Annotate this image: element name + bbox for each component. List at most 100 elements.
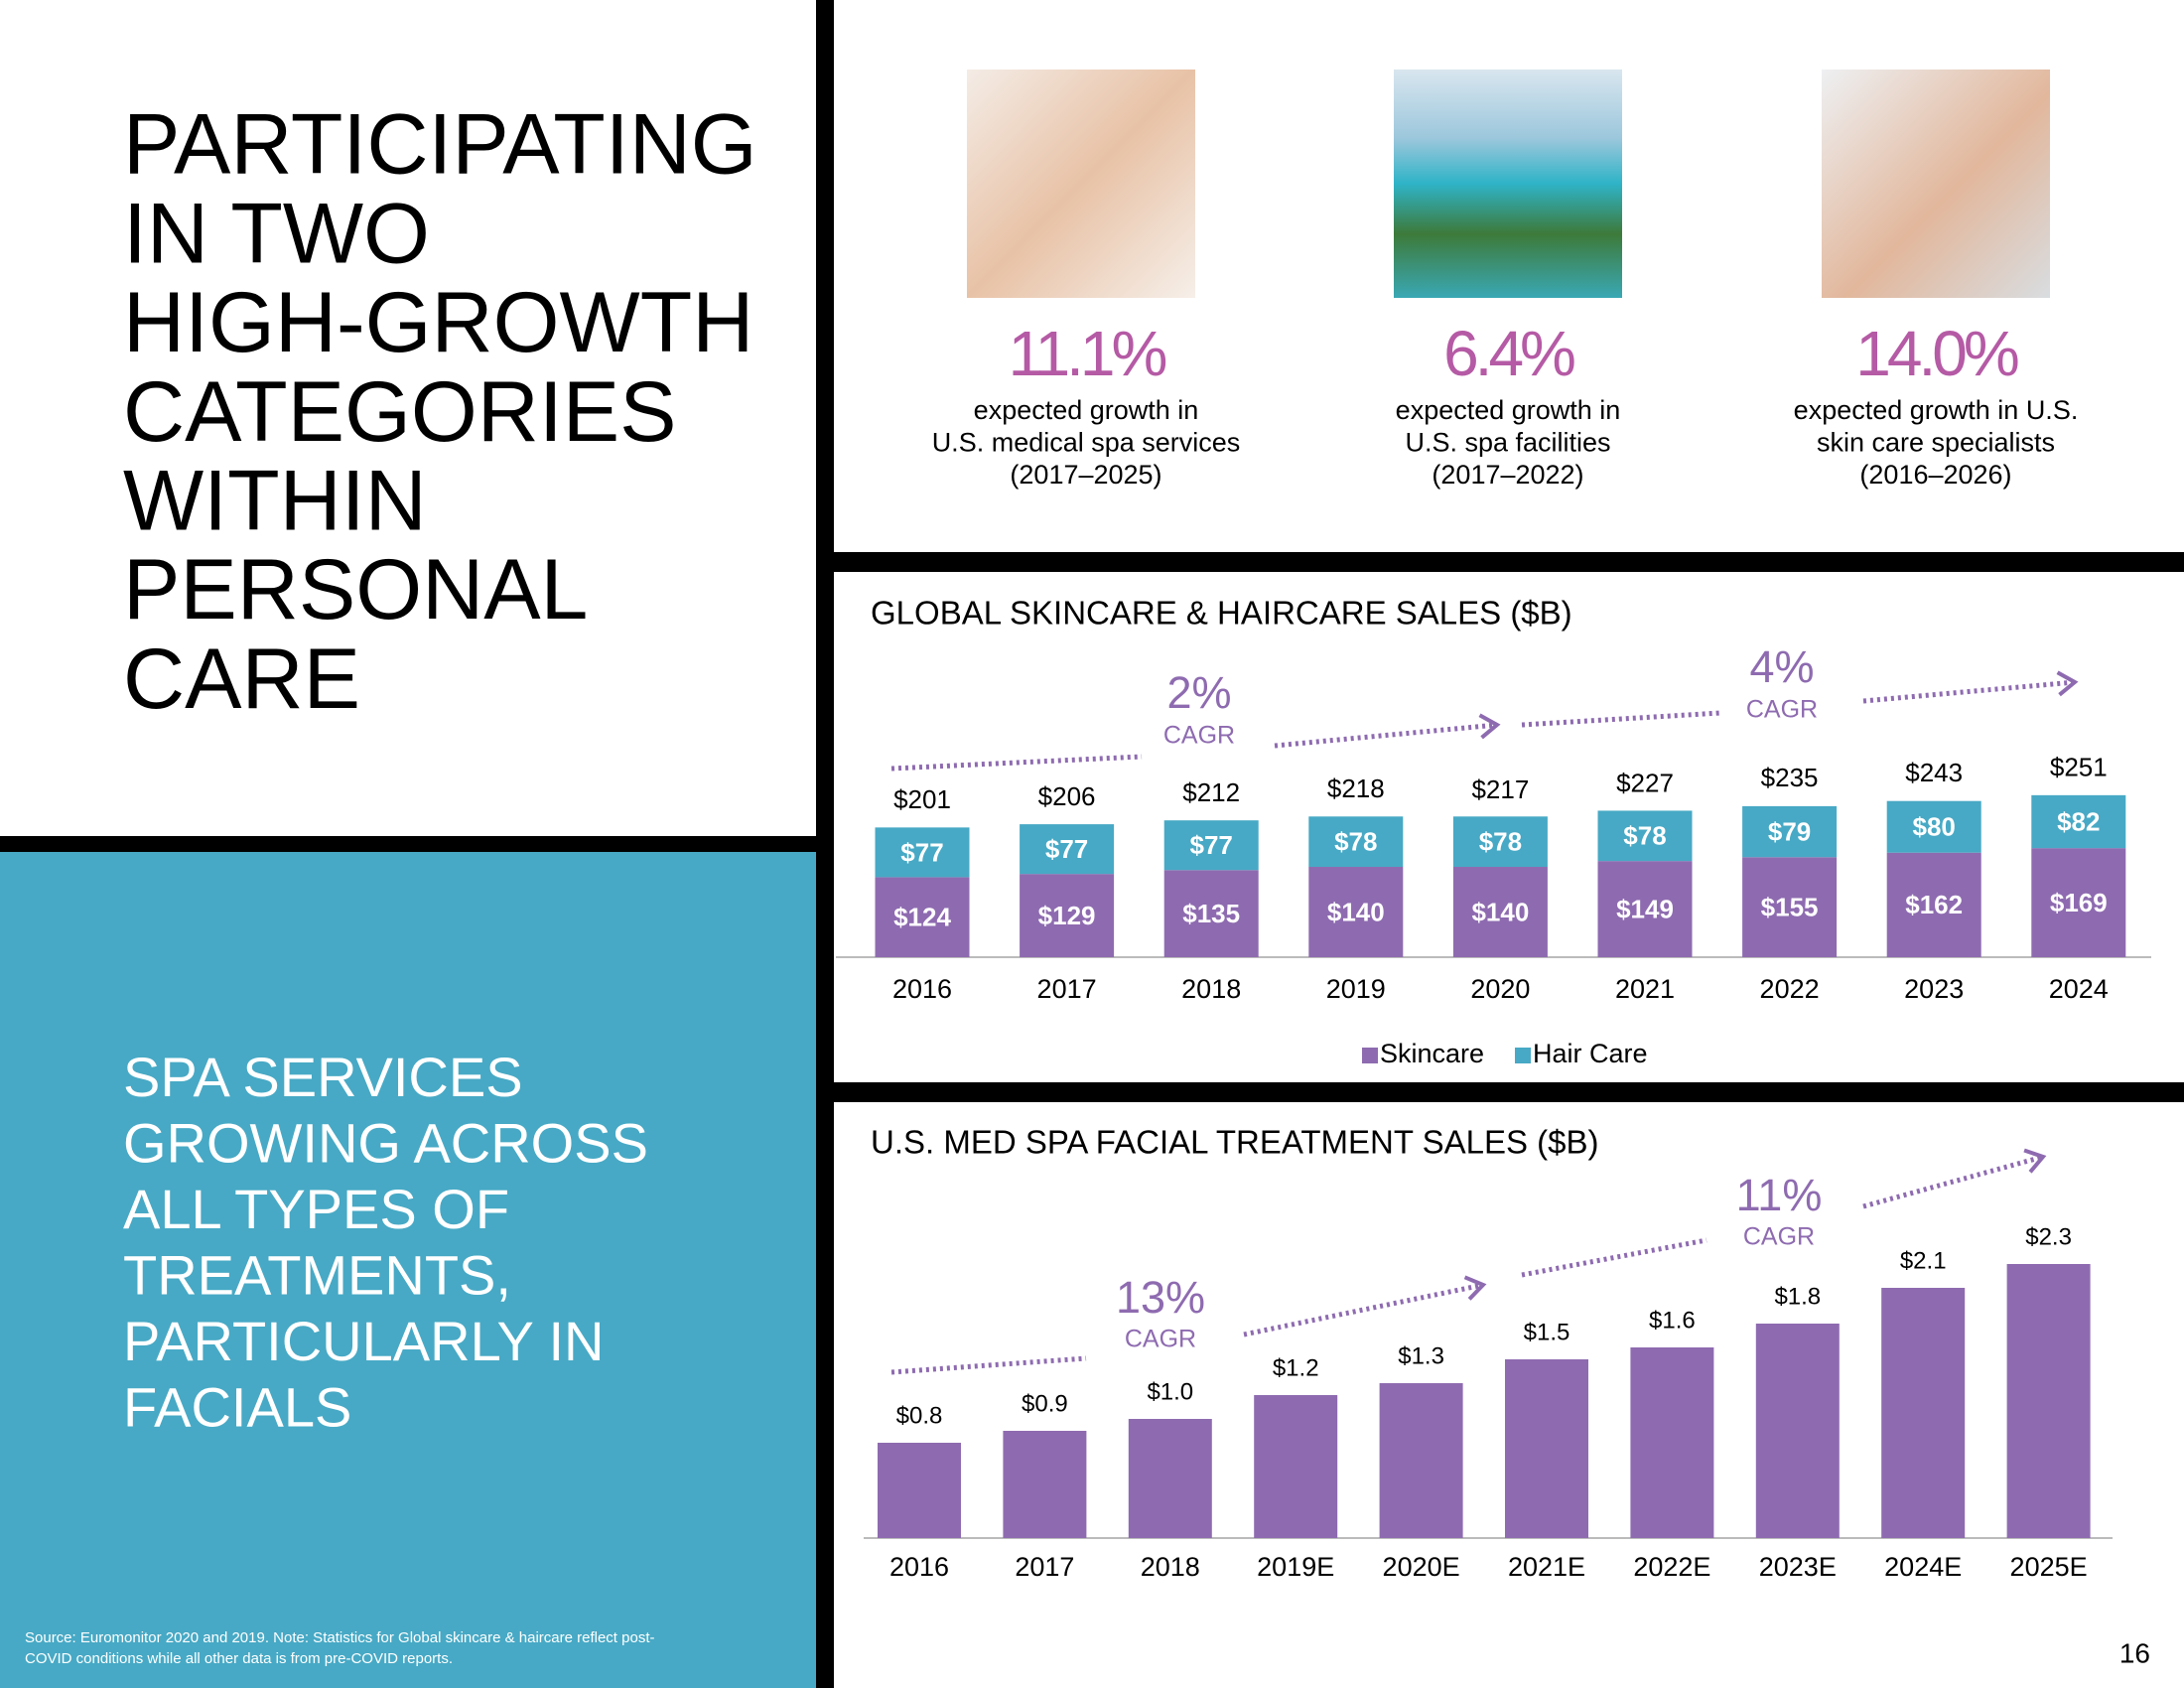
value-label: $2.1 xyxy=(1900,1247,1947,1274)
photo xyxy=(967,70,1195,298)
value-label: $77 xyxy=(1190,830,1233,860)
arrow-head xyxy=(2056,670,2079,697)
title-line: CARE xyxy=(123,632,360,727)
x-tick-label: 2016 xyxy=(892,974,952,1004)
trend-arrow xyxy=(1862,679,2076,704)
bar-segment xyxy=(1452,867,1548,957)
page-number: 16 xyxy=(2119,1637,2150,1668)
stat-description: expected growth in U.S. xyxy=(1794,395,2079,425)
bar-segment xyxy=(1020,874,1115,957)
bar-segment xyxy=(2031,794,2126,849)
title-line: HIGH-GROWTH xyxy=(123,275,753,370)
bar xyxy=(1003,1431,1087,1538)
total-label: $218 xyxy=(1327,774,1385,803)
title-line: CATEGORIES xyxy=(123,364,677,460)
value-label: $169 xyxy=(2050,888,2108,917)
stat-value: 14.0% xyxy=(1855,318,2018,389)
title-line: IN TWO xyxy=(123,186,430,281)
legend-label: Hair Care xyxy=(1533,1039,1648,1068)
divider xyxy=(834,552,2184,572)
bar xyxy=(1505,1359,1588,1538)
trend-arrow xyxy=(1243,1282,1484,1337)
value-label: $140 xyxy=(1471,897,1529,926)
bar-segment xyxy=(1020,824,1115,875)
value-label: $1.2 xyxy=(1273,1354,1319,1381)
x-tick-label: 2024 xyxy=(2049,974,2109,1004)
cagr-value: 4% xyxy=(1749,641,1814,692)
subtitle-line: SPA SERVICES xyxy=(123,1046,523,1108)
x-tick-label: 2022E xyxy=(1633,1552,1710,1582)
cagr-label: CAGR xyxy=(1125,1326,1196,1353)
total-label: $243 xyxy=(1905,758,1963,787)
stat-description: U.S. spa facilities xyxy=(1405,428,1610,458)
total-label: $217 xyxy=(1471,774,1529,804)
value-label: $155 xyxy=(1761,893,1819,922)
x-tick-label: 2023E xyxy=(1759,1552,1837,1582)
trend-arrow xyxy=(1274,722,1498,749)
source-note: COVID conditions while all other data is… xyxy=(25,1650,453,1667)
subtitle-line: TREATMENTS, xyxy=(123,1243,511,1306)
value-label: $135 xyxy=(1182,899,1240,928)
bar-segment xyxy=(2031,848,2126,957)
source-note: Source: Euromonitor 2020 and 2019. Note:… xyxy=(25,1629,654,1646)
bar xyxy=(1630,1347,1714,1538)
bar xyxy=(1881,1288,1966,1538)
photo xyxy=(1394,70,1622,298)
bar-segment xyxy=(1742,805,1838,858)
value-label: $0.9 xyxy=(1022,1390,1068,1417)
title-line: WITHIN xyxy=(123,454,427,549)
subtitle-line: PARTICULARLY IN xyxy=(123,1310,604,1372)
stat-description: U.S. medical spa services xyxy=(932,428,1241,458)
chart-title: GLOBAL SKINCARE & HAIRCARE SALES ($B) xyxy=(871,595,1572,632)
x-tick-label: 2019E xyxy=(1257,1552,1334,1582)
subtitle-line: ALL TYPES OF xyxy=(123,1178,509,1240)
bar xyxy=(1379,1383,1463,1538)
bar-segment xyxy=(1163,870,1259,957)
x-tick-label: 2021E xyxy=(1508,1552,1585,1582)
bar-segment xyxy=(1886,800,1981,853)
x-tick-label: 2025E xyxy=(2010,1552,2088,1582)
value-label: $78 xyxy=(1334,827,1377,857)
bar-segment xyxy=(875,877,970,957)
title-line: PARTICIPATING xyxy=(123,97,757,193)
bar xyxy=(1254,1395,1338,1538)
x-tick-label: 2020E xyxy=(1383,1552,1460,1582)
stat-description: (2017–2022) xyxy=(1432,460,1583,490)
stat-description: expected growth in xyxy=(974,395,1199,425)
cagr-value: 11% xyxy=(1736,1170,1823,1220)
bar-segment xyxy=(1886,852,1981,957)
value-label: $124 xyxy=(893,903,951,932)
cagr-label: CAGR xyxy=(1743,1223,1815,1251)
x-tick-label: 2018 xyxy=(1181,974,1241,1004)
bar xyxy=(1128,1419,1212,1538)
stat-description: expected growth in xyxy=(1396,395,1621,425)
trend-arrow xyxy=(1521,710,1721,728)
bar xyxy=(1755,1324,1840,1538)
value-label: $0.8 xyxy=(896,1402,943,1429)
total-label: $201 xyxy=(893,784,951,814)
bar-segment xyxy=(1452,816,1548,867)
stat-description: (2016–2026) xyxy=(1859,460,2011,490)
x-tick-label: 2023 xyxy=(1904,974,1964,1004)
bar-segment xyxy=(1163,820,1259,871)
value-label: $77 xyxy=(900,837,943,867)
x-tick-label: 2017 xyxy=(1037,974,1097,1004)
title-line: PERSONAL xyxy=(123,542,588,637)
value-label: $149 xyxy=(1616,894,1674,923)
x-tick-label: 2017 xyxy=(1015,1552,1074,1582)
bar-segment xyxy=(1597,810,1693,862)
trend-arrow xyxy=(890,754,1143,772)
value-label: $82 xyxy=(2057,806,2100,836)
value-label: $77 xyxy=(1045,834,1088,864)
bar-segment xyxy=(875,827,970,878)
trend-arrow xyxy=(890,1355,1087,1375)
bar-segment xyxy=(1597,861,1693,957)
total-label: $227 xyxy=(1616,768,1674,797)
arrow-head xyxy=(1463,1275,1487,1301)
stat-value: 11.1% xyxy=(1009,318,1166,389)
bar xyxy=(2006,1264,2091,1538)
value-label: $1.5 xyxy=(1524,1319,1570,1345)
x-tick-label: 2020 xyxy=(1470,974,1530,1004)
total-label: $235 xyxy=(1761,763,1819,792)
